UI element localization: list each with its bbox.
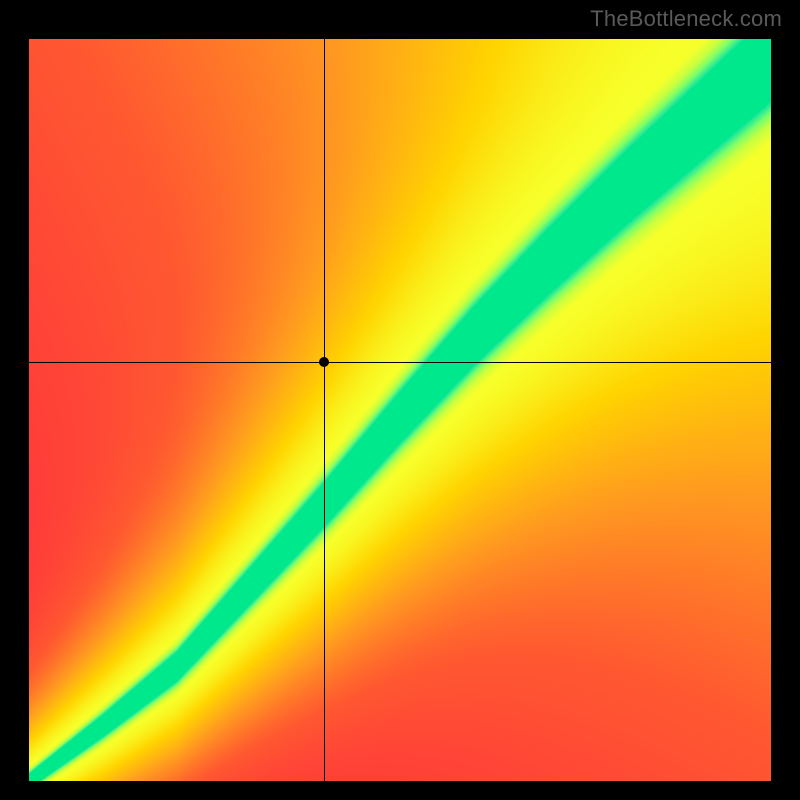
watermark-text: TheBottleneck.com (590, 6, 782, 32)
crosshair-horizontal (28, 362, 772, 363)
heatmap-plot (28, 38, 772, 782)
heatmap-canvas (28, 38, 772, 782)
marker-dot (319, 357, 329, 367)
crosshair-vertical (324, 38, 325, 782)
